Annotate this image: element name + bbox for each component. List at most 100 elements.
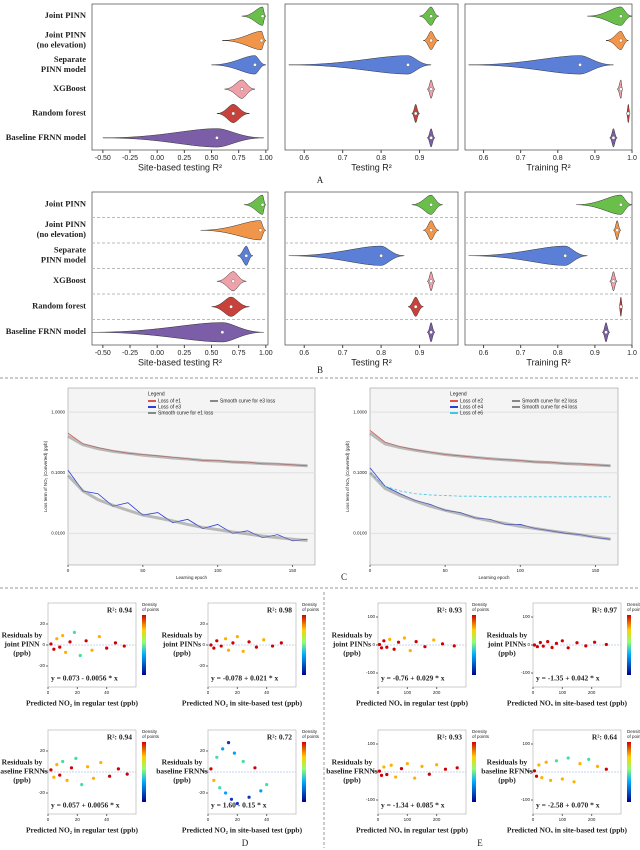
y-tick-label: -100 bbox=[521, 797, 531, 802]
colorbar-title: of points bbox=[302, 734, 320, 739]
point bbox=[80, 783, 84, 787]
legend-label: Smooth curve for e2 loss bbox=[522, 398, 578, 404]
x-tick-label: -0.50 bbox=[95, 350, 111, 357]
x-axis-title: Testing R² bbox=[351, 357, 392, 367]
y-tick-label: 0 bbox=[202, 642, 205, 647]
x-tick-label: 50 bbox=[140, 568, 146, 573]
plot-frame bbox=[91, 3, 269, 151]
x-tick-label: 0.25 bbox=[178, 350, 192, 357]
median bbox=[379, 253, 383, 258]
x-tick-label: -0.50 bbox=[95, 155, 111, 162]
y-axis-title: (ppb) bbox=[498, 649, 516, 658]
point bbox=[435, 763, 439, 767]
x-tick-label: 0.6 bbox=[479, 350, 489, 357]
point bbox=[52, 647, 56, 651]
y-tick-label: -20 bbox=[38, 663, 45, 668]
point bbox=[377, 769, 382, 773]
colorbar-title: Density bbox=[302, 729, 318, 734]
colorbar bbox=[302, 742, 306, 802]
y-axis-title: baseline FRNNs bbox=[156, 767, 208, 776]
median bbox=[615, 228, 619, 232]
x-tick-label: 0.8 bbox=[553, 155, 563, 162]
point bbox=[423, 645, 427, 649]
point bbox=[247, 795, 251, 799]
point bbox=[99, 760, 103, 765]
point bbox=[385, 772, 389, 777]
colorbar-title: of points bbox=[627, 734, 640, 739]
x-axis-title: Predicted NO₂ in regular test (ppb) bbox=[26, 826, 139, 835]
point bbox=[74, 756, 78, 760]
x-tick-label: 100 bbox=[559, 817, 567, 822]
colorbar-title: of points bbox=[472, 734, 490, 739]
point bbox=[52, 775, 56, 779]
y-tick-label: 0 bbox=[527, 642, 530, 647]
violin bbox=[288, 245, 405, 266]
point bbox=[392, 647, 396, 651]
y-tick-label: -100 bbox=[366, 797, 376, 802]
equation-annotation: y = -1.35 + 0.042 * x bbox=[536, 674, 600, 683]
point bbox=[113, 641, 118, 645]
point bbox=[604, 642, 608, 647]
point bbox=[69, 766, 74, 770]
point bbox=[241, 759, 245, 764]
legend-title: Legend bbox=[450, 391, 467, 397]
equation-annotation: y = -0.078 + 0.021 * x bbox=[211, 674, 279, 683]
y-axis-title: (ppb) bbox=[173, 649, 191, 658]
colorbar-title: of points bbox=[142, 607, 160, 612]
r2-annotation: R²: 0.72 bbox=[267, 733, 292, 742]
x-tick-label: 0.6 bbox=[299, 155, 309, 162]
point bbox=[259, 789, 263, 793]
point bbox=[554, 759, 559, 763]
point bbox=[84, 639, 88, 643]
r2-annotation: R²: 0.64 bbox=[592, 733, 617, 742]
median bbox=[244, 253, 249, 258]
median bbox=[259, 38, 264, 43]
point bbox=[224, 637, 228, 641]
y-axis-title: Residuals by bbox=[2, 631, 43, 640]
point bbox=[224, 791, 228, 795]
median bbox=[231, 111, 235, 116]
legend-label: Loss of e1 bbox=[158, 398, 181, 404]
point bbox=[105, 646, 109, 650]
x-tick-label: 200 bbox=[433, 690, 441, 695]
x-axis-title: Testing R² bbox=[351, 162, 392, 172]
x-tick-label: 0 bbox=[207, 817, 210, 822]
point bbox=[540, 776, 544, 780]
y-tick-label: 100 bbox=[522, 614, 530, 619]
point bbox=[232, 751, 236, 755]
point bbox=[49, 768, 53, 772]
x-tick-label: 1.0 bbox=[627, 155, 637, 162]
y-tick-label: 100 bbox=[367, 614, 375, 619]
point bbox=[64, 650, 68, 654]
median bbox=[604, 330, 608, 334]
x-tick-label: 0.6 bbox=[479, 155, 489, 162]
point bbox=[262, 638, 266, 642]
panel-label: D bbox=[242, 838, 249, 848]
line-series bbox=[67, 434, 308, 468]
y-tick-label: -20 bbox=[198, 790, 205, 795]
point bbox=[595, 764, 600, 769]
colorbar bbox=[302, 615, 306, 675]
violin bbox=[102, 128, 264, 148]
median bbox=[215, 136, 219, 140]
equation-annotation: y = 1.60 - 0.15 * x bbox=[211, 801, 267, 810]
point bbox=[231, 641, 235, 645]
y-tick-label: 1.0000 bbox=[353, 409, 367, 414]
x-tick-label: 0 bbox=[369, 568, 372, 573]
panel-label: E bbox=[477, 838, 483, 848]
x-tick-label: 0.7 bbox=[338, 155, 348, 162]
x-axis-title: Predicted NO₂ in site-based test (ppb) bbox=[182, 826, 303, 835]
line-series bbox=[368, 471, 611, 541]
point bbox=[566, 646, 570, 650]
y-axis-title: baseline FRNNs bbox=[0, 767, 48, 776]
x-axis-title: Predicted NOₓ in site-based test (ppb) bbox=[507, 826, 628, 835]
point bbox=[78, 653, 82, 658]
y-tick-label: 0 bbox=[372, 769, 375, 774]
point bbox=[247, 640, 251, 644]
colorbar-title: Density bbox=[472, 729, 488, 734]
legend-label: Loss of e4 bbox=[460, 404, 483, 410]
median bbox=[563, 253, 567, 258]
colorbar bbox=[472, 742, 476, 802]
colorbar-title: of points bbox=[472, 607, 490, 612]
